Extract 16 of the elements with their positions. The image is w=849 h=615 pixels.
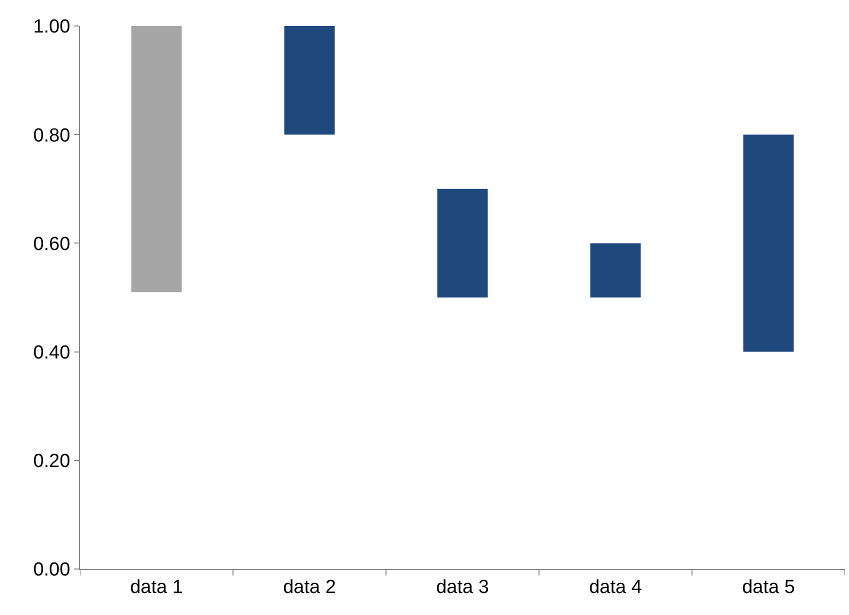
x-tick-label: data 5 [742,576,795,598]
y-tick-label: 0.40 [33,342,70,364]
x-tick-label: data 1 [130,576,183,598]
x-tick-label: data 3 [436,576,489,598]
y-tick-label: 0.00 [33,560,70,581]
bar [131,26,182,292]
y-tick-label: 0.80 [33,125,70,146]
x-tick-label: data 4 [589,576,642,598]
bar [284,26,335,135]
y-tick-label: 0.20 [33,451,70,472]
y-tick-label: 0.60 [33,234,70,255]
bar [590,243,641,298]
x-tick-label: data 2 [283,576,336,598]
bar [437,188,488,298]
y-tick-label: 1.00 [33,16,70,38]
bar [743,134,794,352]
